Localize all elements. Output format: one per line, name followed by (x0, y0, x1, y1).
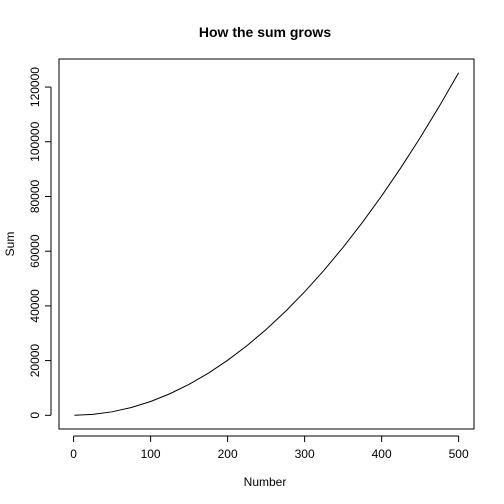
x-tick-label: 500 (449, 447, 469, 461)
x-axis-label: Number (244, 475, 287, 489)
y-tick-label: 20000 (28, 344, 42, 378)
y-tick-label: 80000 (28, 179, 42, 213)
x-tick-label: 300 (295, 447, 315, 461)
y-tick-label: 100000 (28, 121, 42, 161)
x-tick-label: 200 (218, 447, 238, 461)
y-tick-label: 0 (28, 412, 42, 419)
y-axis: 0 20000 40000 60000 80000 100000 120000 (28, 67, 52, 419)
x-axis: 0 100 200 300 400 500 (70, 435, 469, 461)
plot-frame (58, 58, 475, 430)
y-axis-label: Sum (3, 232, 17, 257)
y-tick-label: 120000 (28, 67, 42, 107)
y-tick-label: 40000 (28, 289, 42, 323)
x-tick-label: 100 (141, 447, 161, 461)
x-tick-label: 400 (372, 447, 392, 461)
y-tick-label: 60000 (28, 234, 42, 268)
x-tick-label: 0 (70, 447, 77, 461)
series-line (74, 72, 460, 416)
chart-title: How the sum grows (199, 24, 331, 40)
